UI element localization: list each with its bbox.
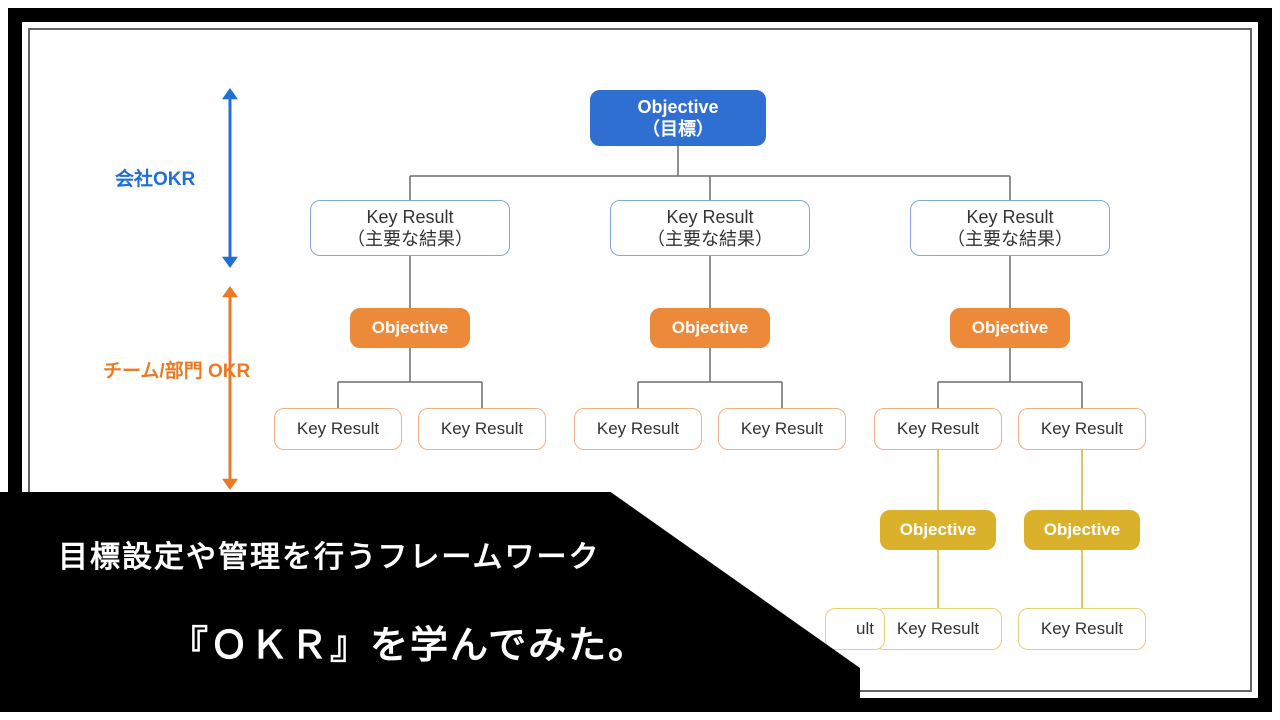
label-team-okr-line1: チーム/部門: [103, 361, 203, 382]
label-company-okr-text: 会社OKR: [115, 169, 195, 190]
label-team-okr: チーム/部門 OKR: [103, 360, 250, 385]
node-keyresult-a1: Key Result: [274, 408, 402, 450]
node-objective-c1: Objective: [880, 510, 996, 550]
node-keyresult-c2k: Key Result: [1018, 608, 1146, 650]
node-line1: Key Result: [1041, 418, 1123, 439]
node-line1: Objective: [900, 519, 977, 540]
node-line1: Key Result: [666, 206, 753, 229]
node-keyresult-b: Key Result （主要な結果）: [610, 200, 810, 256]
node-line2: （主要な結果）: [647, 228, 773, 251]
node-keyresult-c1k: Key Result: [874, 608, 1002, 650]
node-keyresult-a: Key Result （主要な結果）: [310, 200, 510, 256]
node-keyresult-b1: Key Result: [574, 408, 702, 450]
node-line1: Objective: [672, 317, 749, 338]
node-keyresult-c: Key Result （主要な結果）: [910, 200, 1110, 256]
node-objective-a: Objective: [350, 308, 470, 348]
node-line1: Key Result: [597, 418, 679, 439]
overlay-line1: 目標設定や管理を行うフレームワーク: [58, 532, 601, 576]
node-line1: Objective: [1044, 519, 1121, 540]
node-keyresult-b2: Key Result: [718, 408, 846, 450]
node-line1: Key Result: [741, 418, 823, 439]
node-line1: Objective: [372, 317, 449, 338]
node-keyresult-a2: Key Result: [418, 408, 546, 450]
node-keyresult-c2: Key Result: [1018, 408, 1146, 450]
node-objective-c2: Objective: [1024, 510, 1140, 550]
node-line1: Key Result: [966, 206, 1053, 229]
node-line1: Key Result: [1041, 618, 1123, 639]
label-company-okr: 会社OKR: [115, 168, 195, 193]
node-line1: Objective: [972, 317, 1049, 338]
node-line1: Key Result: [366, 206, 453, 229]
node-line1: ult: [856, 618, 874, 639]
node-keyresult-c1: Key Result: [874, 408, 1002, 450]
label-team-okr-line2: OKR: [208, 361, 250, 382]
node-line1: Key Result: [897, 418, 979, 439]
node-line2: （主要な結果）: [947, 228, 1073, 251]
node-line1: Key Result: [897, 618, 979, 639]
node-line2: （主要な結果）: [347, 228, 473, 251]
node-line1: Objective: [637, 96, 718, 119]
node-line2: （目標）: [642, 118, 714, 141]
node-keyresult-partial: ult: [825, 608, 885, 650]
node-objective-c: Objective: [950, 308, 1070, 348]
node-objective-b: Objective: [650, 308, 770, 348]
node-objective-root: Objective （目標）: [590, 90, 766, 146]
node-line1: Key Result: [441, 418, 523, 439]
overlay-line2: 『ＯＫＲ』を学んでみた。: [170, 614, 648, 669]
node-line1: Key Result: [297, 418, 379, 439]
